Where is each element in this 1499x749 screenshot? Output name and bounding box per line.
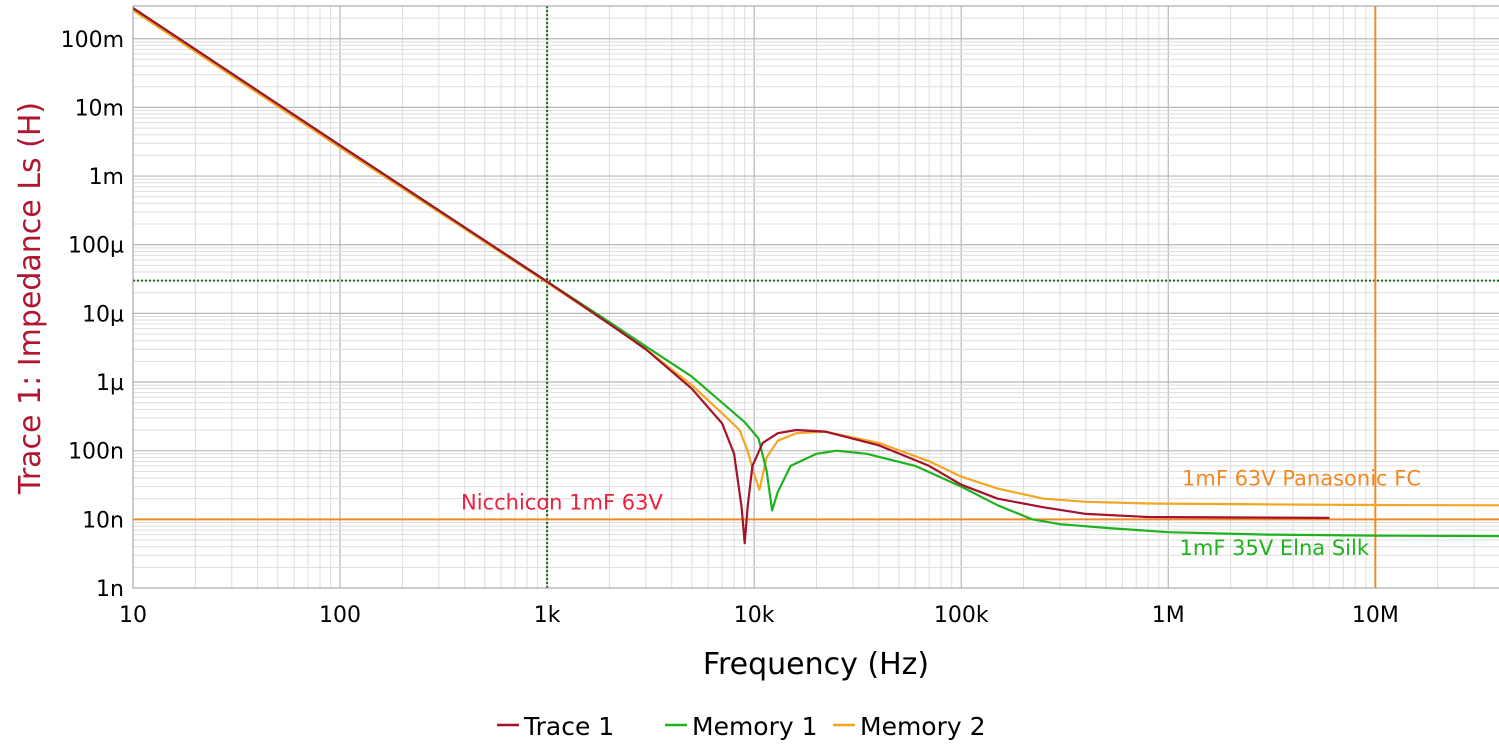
y-tick-label: 10µ <box>82 302 124 327</box>
annotation-label: 1mF 35V Elna Silk <box>1180 536 1370 560</box>
legend: Trace 1 Memory 1 Memory 2 <box>497 712 986 741</box>
x-tick-labels: 10 100 1k 10k 100k 1M 10M <box>119 603 1399 628</box>
x-tick-label: 10k <box>734 603 775 628</box>
y-tick-label: 100m <box>61 28 124 53</box>
y-tick-label: 1µ <box>96 371 124 396</box>
x-tick-label: 10 <box>119 603 147 628</box>
series-lines <box>132 7 1499 545</box>
y-axis-title: Trace 1: Impedance Ls (H) <box>13 102 48 495</box>
y-tick-label: 100µ <box>68 234 124 259</box>
x-tick-label: 10M <box>1352 603 1399 628</box>
y-tick-label: 1m <box>89 165 124 190</box>
legend-label: Memory 1 <box>692 712 818 741</box>
x-tick-label: 100 <box>319 603 361 628</box>
y-tick-label: 10m <box>75 96 124 121</box>
annotations: Nicchicon 1mF 63V 1mF 63V Panasonic FC 1mF… <box>461 467 1421 561</box>
legend-label: Trace 1 <box>523 712 614 741</box>
annotation-label: Nicchicon 1mF 63V <box>461 490 663 514</box>
legend-label: Memory 2 <box>860 712 986 741</box>
y-tick-label: 10n <box>82 508 124 533</box>
y-tick-labels: 1n 10n 100n 1µ 10µ 100µ 1m 10m 100m <box>61 28 124 602</box>
x-tick-label: 100k <box>934 603 989 628</box>
grid <box>133 6 1499 588</box>
plot-frame <box>132 5 1499 589</box>
y-tick-label: 1n <box>96 577 124 602</box>
x-tick-label: 1M <box>1152 603 1185 628</box>
series-line-memory-1 <box>132 7 1499 538</box>
annotation-label: 1mF 63V Panasonic FC <box>1182 467 1421 491</box>
x-tick-label: 1k <box>534 603 561 628</box>
y-tick-label: 100n <box>68 440 124 465</box>
cursor-lines <box>133 6 1499 588</box>
x-axis-title: Frequency (Hz) <box>703 647 929 682</box>
series-line-trace-1 <box>132 7 1330 545</box>
